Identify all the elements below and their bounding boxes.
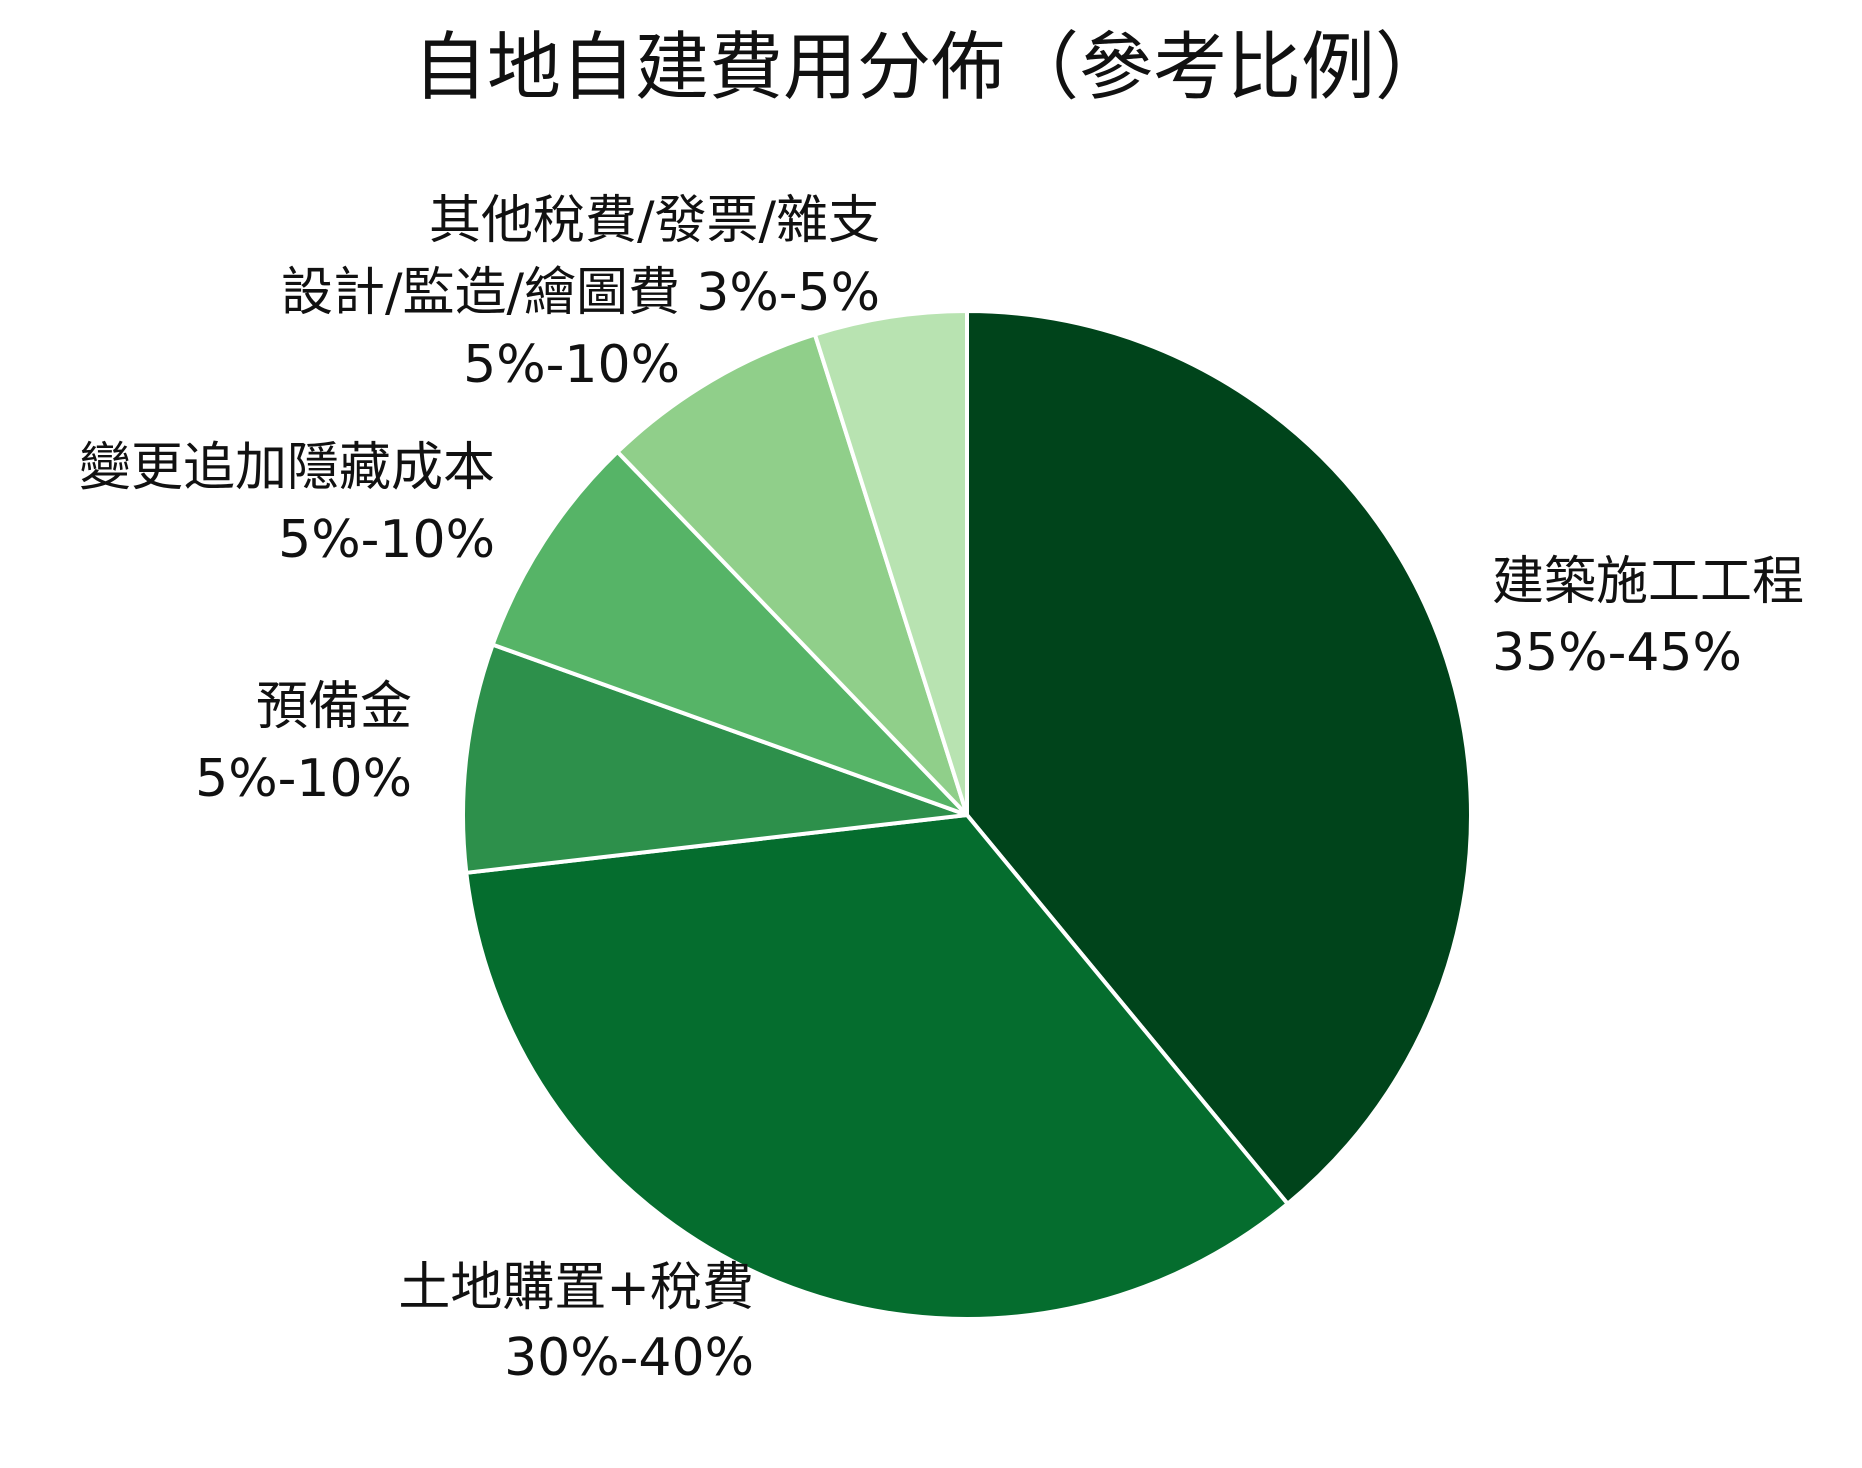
pie-slice <box>490 449 969 817</box>
value-label: 30%-40% <box>504 1328 754 1388</box>
slice-label: 變更追加隱藏成本 <box>79 438 495 498</box>
pie-slice <box>461 642 969 875</box>
slice-label: 建築施工工程 <box>1492 552 1804 612</box>
slice-label: 其他稅費/發票/雜支 <box>429 191 880 251</box>
slice-label: 土地購置+稅費 <box>398 1258 754 1318</box>
pie-slice <box>615 332 969 817</box>
value-label: 3%-5% <box>696 263 880 323</box>
value-label: 5%-10% <box>463 335 680 395</box>
pie-slice <box>965 309 1474 1206</box>
pie-slice <box>464 813 1290 1321</box>
value-label: 5%-10% <box>278 510 495 570</box>
chart-title: 自地自建費用分佈（參考比例） <box>413 25 1449 111</box>
slice-label: 預備金 <box>256 677 412 737</box>
value-label: 5%-10% <box>195 749 412 809</box>
value-label: 35%-45% <box>1492 623 1742 683</box>
slice-label: 設計/監造/繪圖費 <box>281 263 680 323</box>
pie-slice <box>812 309 969 817</box>
